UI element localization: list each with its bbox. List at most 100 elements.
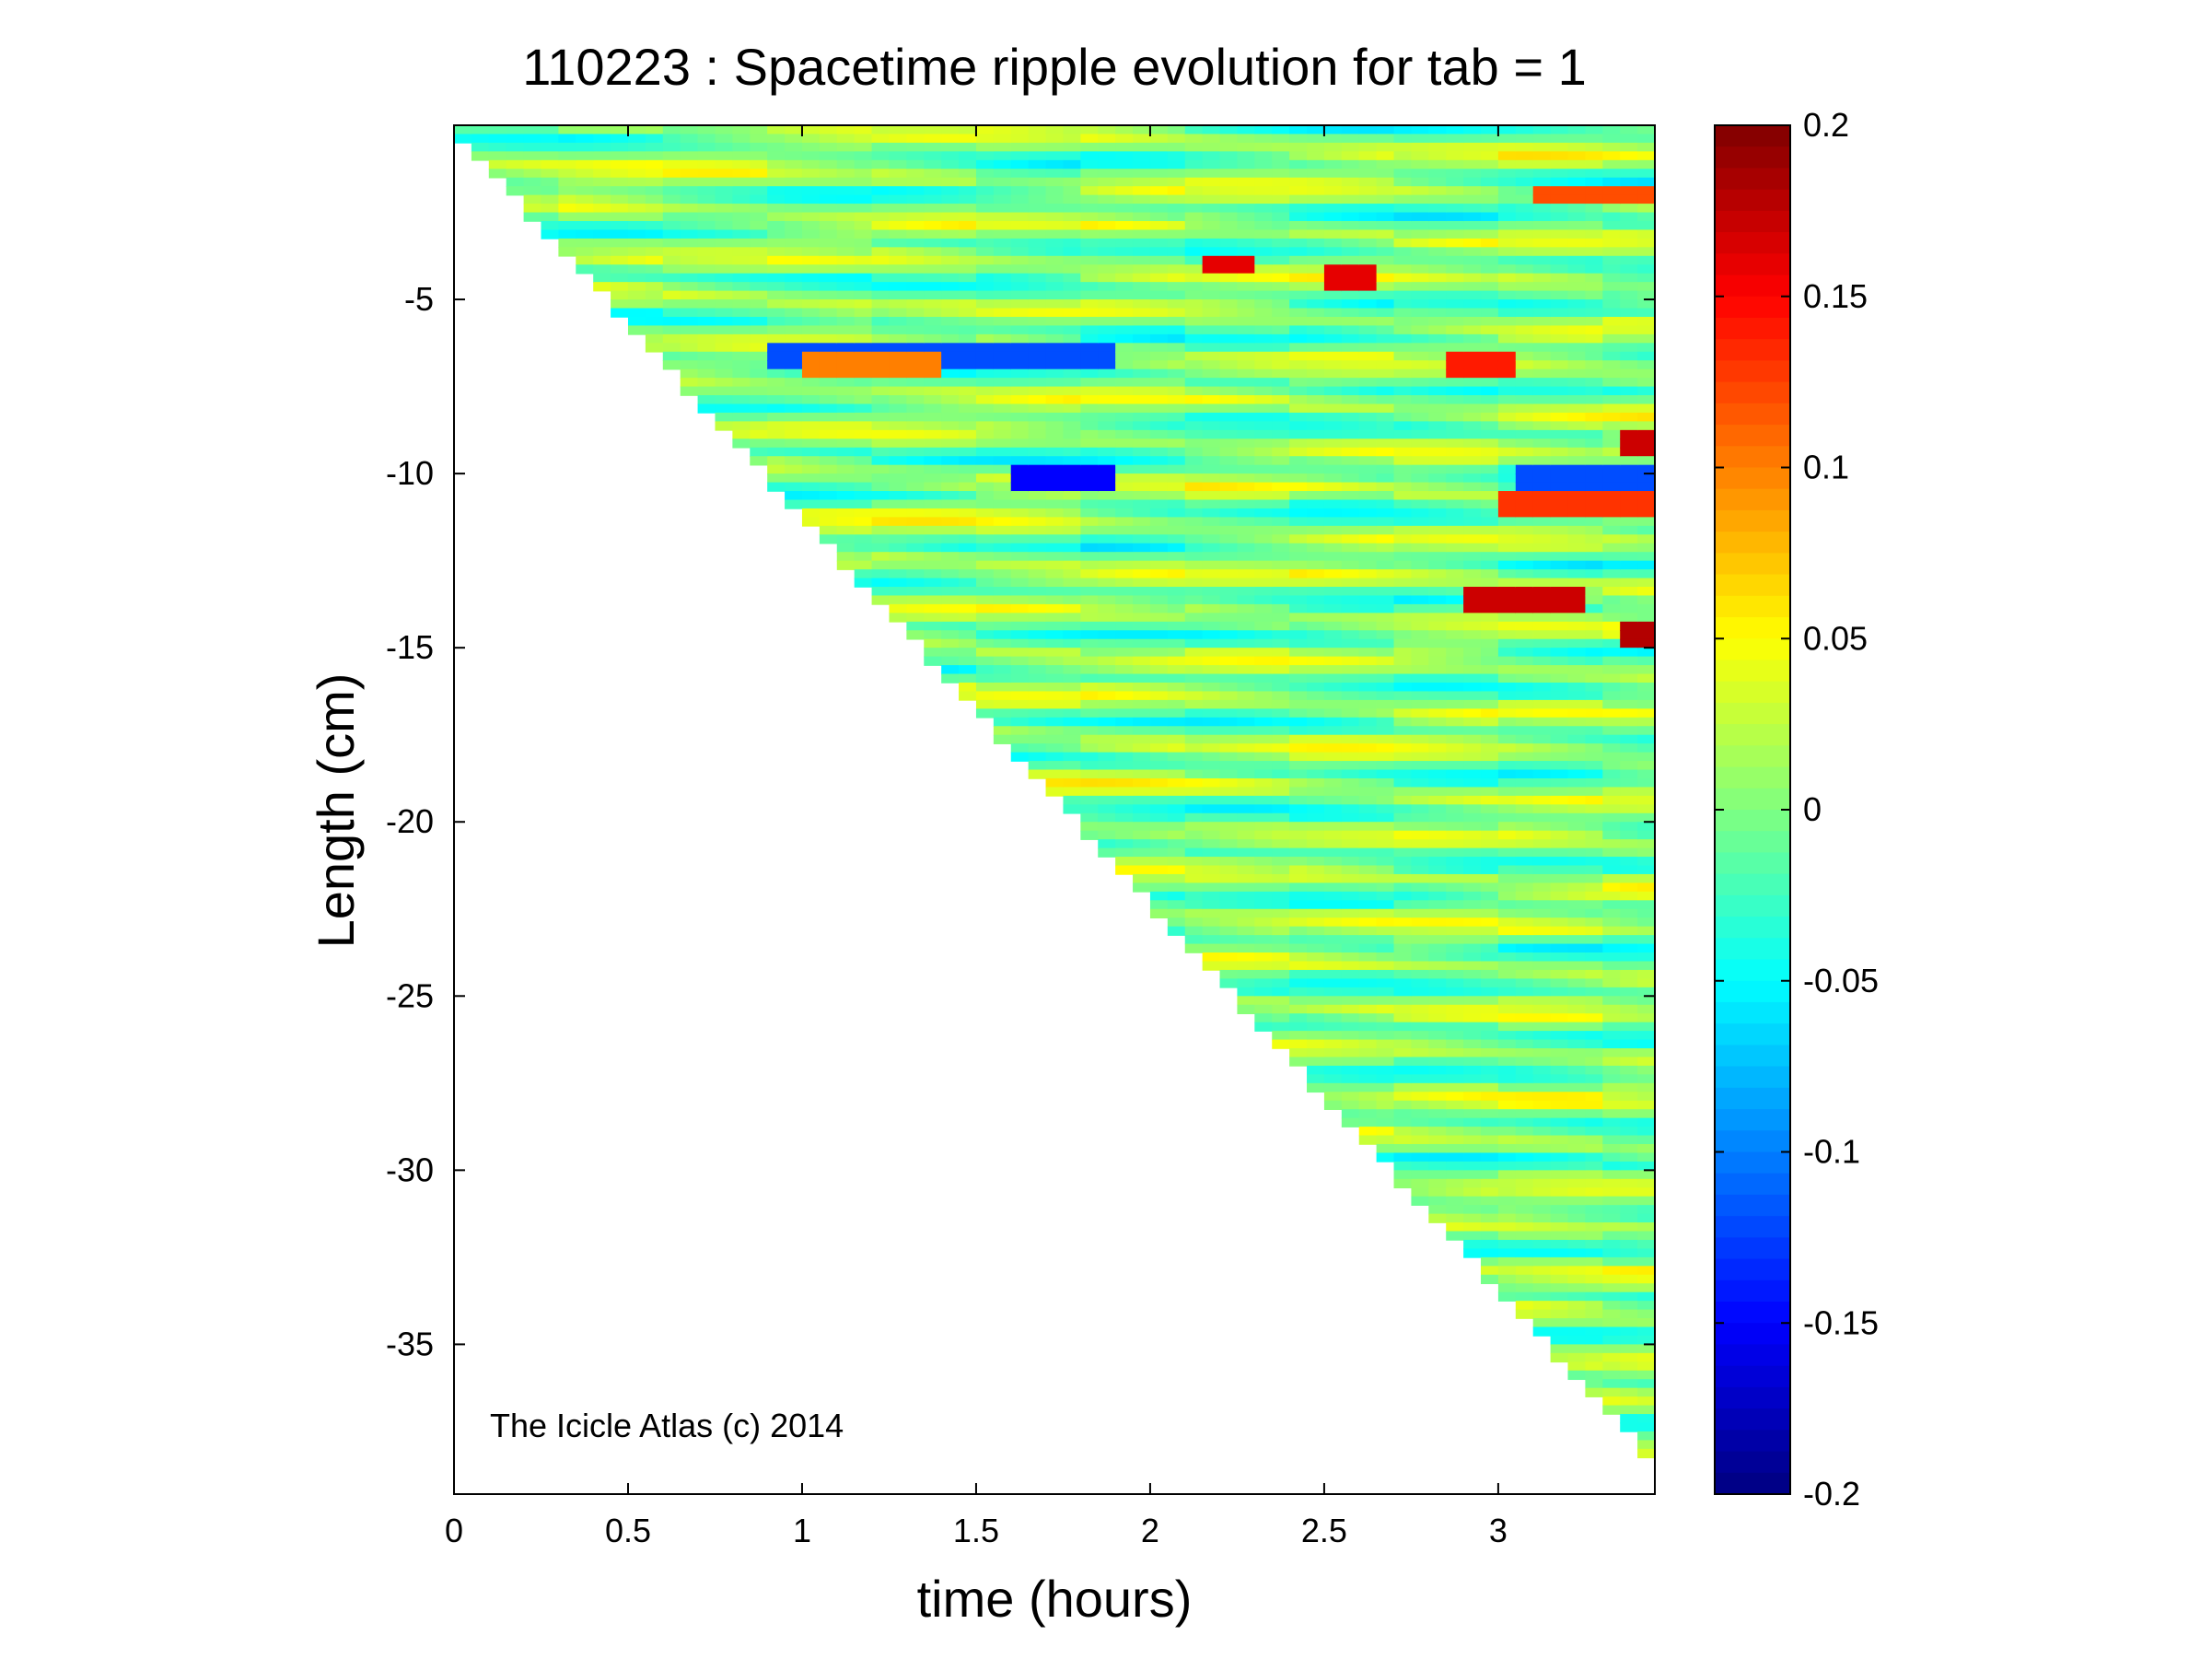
heatmap-cell [1515, 1074, 1534, 1084]
heatmap-cell [1393, 839, 1413, 849]
heatmap-cell [1497, 316, 1517, 327]
heatmap-cell [959, 630, 977, 640]
heatmap-cell [1446, 368, 1464, 379]
heatmap-cell [1323, 630, 1343, 640]
heatmap-cell [1098, 665, 1116, 675]
heatmap-cell [1446, 822, 1464, 832]
heatmap-cell [1323, 473, 1343, 484]
heatmap-cell [871, 290, 891, 300]
heatmap-cell [1219, 882, 1239, 893]
heatmap-cell [959, 169, 977, 179]
heatmap-cell [1550, 847, 1569, 858]
heatmap-cell [1063, 717, 1082, 728]
heatmap-cell [1358, 299, 1378, 310]
heatmap-cell [662, 333, 681, 345]
heatmap-cell [1428, 378, 1448, 388]
heatmap-cell [1463, 360, 1482, 370]
heatmap-cell [906, 308, 926, 318]
heatmap-cell [1602, 421, 1622, 431]
heatmap-cell [1272, 638, 1290, 648]
heatmap-cell [1028, 491, 1047, 501]
heatmap-cell [1532, 917, 1552, 928]
heatmap-cell [889, 525, 908, 536]
heatmap-cell [1028, 691, 1047, 701]
heatmap-cell [1428, 926, 1448, 936]
heatmap-cell [1167, 917, 1186, 928]
heatmap-cell [1115, 499, 1134, 509]
heatmap-cell [1515, 900, 1534, 910]
heatmap-cell [1307, 368, 1325, 379]
heatmap-cell [1307, 229, 1325, 240]
heatmap-cell [1602, 812, 1622, 824]
heatmap-cell [715, 308, 734, 318]
heatmap-cell [1550, 552, 1569, 562]
heatmap-cell [1567, 847, 1587, 858]
heatmap-cell [1585, 830, 1604, 840]
heatmap-cell [1411, 1082, 1430, 1093]
heatmap-cell [1202, 186, 1221, 196]
heatmap-cell [541, 194, 560, 204]
heatmap-cell [1567, 1004, 1587, 1014]
heatmap-cell [1028, 473, 1047, 484]
heatmap-cell [1133, 857, 1151, 867]
heatmap-cell [1481, 194, 1499, 204]
heatmap-cell [1202, 333, 1221, 345]
heatmap-cell [1393, 1143, 1413, 1154]
heatmap-cell [1219, 665, 1239, 675]
heatmap-cell [1254, 708, 1274, 719]
heatmap-cell [1411, 812, 1430, 824]
heatmap-cell [1428, 1004, 1448, 1014]
heatmap-cell [1289, 795, 1308, 806]
heatmap-cell [1272, 743, 1290, 754]
heatmap-cell [1393, 142, 1413, 153]
heatmap-cell [506, 159, 525, 170]
heatmap-cell [1411, 1057, 1430, 1067]
heatmap-cell [1307, 125, 1325, 135]
heatmap-cell [1219, 482, 1239, 492]
heatmap-cell [1532, 438, 1552, 449]
heatmap-cell [819, 534, 838, 544]
heatmap-cell [1237, 421, 1256, 431]
heatmap-cell [1567, 1135, 1587, 1145]
heatmap-cell [680, 212, 699, 222]
heatmap-cell [1307, 621, 1325, 632]
heatmap-cell [1585, 473, 1604, 484]
heatmap-cell [541, 159, 560, 170]
heatmap-cell [697, 134, 716, 144]
heatmap-cell [1550, 204, 1569, 214]
heatmap-cell [1550, 282, 1569, 292]
heatmap-cell [1010, 534, 1030, 544]
heatmap-cell [1481, 682, 1499, 693]
heatmap-cell [1358, 734, 1378, 744]
heatmap-cell [1289, 378, 1308, 388]
heatmap-cell [889, 613, 908, 623]
heatmap-cell [1602, 429, 1622, 440]
heatmap-cell [1254, 839, 1274, 849]
heatmap-cell [523, 125, 542, 135]
heatmap-cell [1481, 987, 1499, 998]
heatmap-cell [993, 534, 1012, 544]
heatmap-cell [1341, 1013, 1360, 1023]
heatmap-cell [1272, 447, 1290, 458]
heatmap-cell [854, 482, 873, 492]
heatmap-cell [1585, 1074, 1604, 1084]
heatmap-cell [1550, 412, 1569, 423]
heatmap-cell [1307, 795, 1325, 806]
heatmap-cell [1376, 325, 1395, 335]
heatmap-cell [1184, 717, 1204, 728]
heatmap-cell [593, 194, 611, 204]
heatmap-cell [1585, 238, 1604, 249]
heatmap-cell [1532, 882, 1552, 893]
heatmap-cell [941, 378, 960, 388]
heatmap-cell [906, 325, 926, 335]
heatmap-cell [1307, 308, 1325, 318]
heatmap-cell [1446, 525, 1464, 536]
heatmap-cell [836, 204, 856, 214]
heatmap-cell [1202, 761, 1221, 771]
heatmap-cell [1428, 891, 1448, 902]
heatmap-cell [1237, 996, 1256, 1006]
heatmap-cell [1237, 900, 1256, 910]
heatmap-cell [1133, 517, 1151, 527]
heatmap-cell [1358, 691, 1378, 701]
heatmap-cell [959, 656, 977, 666]
